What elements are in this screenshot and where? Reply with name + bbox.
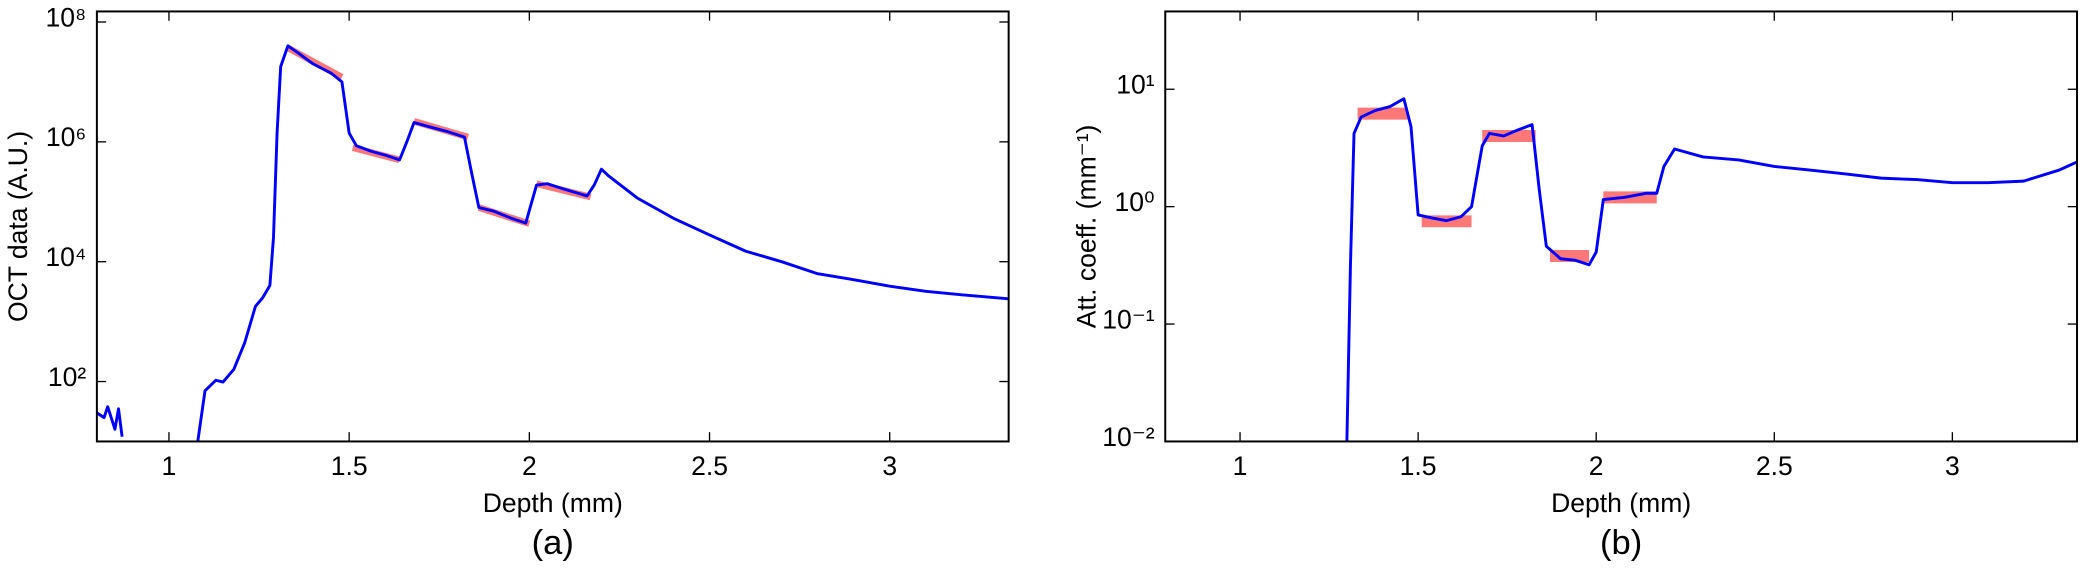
y-axis-label: Att. coeff. (mm⁻¹): [1071, 125, 1101, 329]
panel: 1 1.5 2 2.5 3 10² 10⁴ 10⁶ 10⁸ Depth (mm) OCT data …: [3, 2, 1010, 562]
plot-area: [96, 11, 1009, 442]
x-tick-label: 3: [882, 451, 897, 481]
y-tick-label: 10⁻²: [1102, 422, 1155, 452]
caption: (a): [532, 524, 574, 562]
x-tick-label: 3: [1945, 451, 1960, 481]
y-axis-label: OCT data (A.U.): [3, 131, 33, 322]
x-tick-label: 1.5: [1400, 451, 1437, 481]
data-line: [1345, 97, 2078, 442]
x-tick-label: 1: [1233, 451, 1248, 481]
data-line: [96, 44, 1009, 442]
x-tick-label: 2: [1589, 451, 1604, 481]
x-tick-label: 1.5: [331, 451, 368, 481]
axes-box: [95, 10, 1010, 443]
x-tick-label: 1: [162, 451, 177, 481]
x-axis-label: Depth (mm): [483, 488, 623, 518]
y-tick-label: 10⁴: [45, 242, 86, 272]
plot-content: [96, 44, 1009, 442]
y-tick-label: 10⁸: [46, 2, 87, 32]
x-tick-label: 2: [522, 451, 537, 481]
caption: (b): [1600, 524, 1642, 562]
plot-area: [1165, 11, 2078, 442]
axes-box: [1164, 10, 2079, 443]
x-tick-label: 2.5: [1756, 451, 1793, 481]
y-tick-label: 10⁰: [1114, 187, 1154, 217]
x-axis-label: Depth (mm): [1551, 488, 1691, 518]
y-tick-label: 10²: [48, 362, 87, 392]
y-tick-label: 10⁶: [46, 122, 86, 152]
plot-content: [1345, 97, 2078, 442]
x-tick-label: 2.5: [691, 451, 728, 481]
y-tick-label: 10¹: [1116, 70, 1155, 100]
y-tick-label: 10⁻¹: [1102, 304, 1155, 334]
panel: 1 1.5 2 2.5 3 10⁻² 10⁻¹ 10⁰ 10¹ Depth (mm) Att. co…: [1071, 10, 2079, 562]
